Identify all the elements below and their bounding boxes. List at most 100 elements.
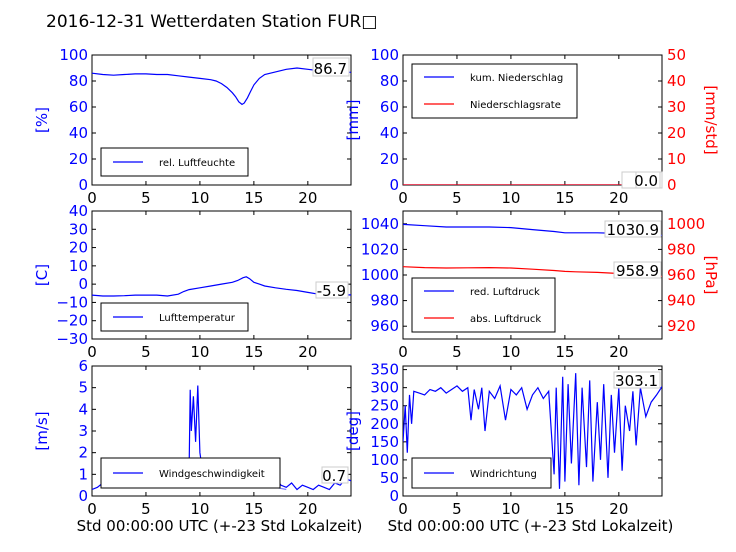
x-tick-label: 15: [555, 500, 574, 518]
y-tick-label: 980: [370, 292, 399, 310]
y-tick-label: 0: [78, 176, 88, 194]
y-tick-label: 0: [78, 487, 88, 505]
y-tick-label: 1020: [361, 240, 399, 258]
x-tick-label: 10: [190, 500, 209, 518]
x-tick-label: 15: [244, 343, 263, 361]
y-tick-label: 100: [59, 46, 88, 64]
current-value-label: 958.9: [616, 262, 659, 280]
y-axis-label: [m/s]: [33, 411, 51, 450]
y-tick-label: 80: [69, 72, 88, 90]
precip-panel: 0 5 10 15 20 0 20 40 60 80 100 0 10 20 30 40 50 [mm] [mm/s…: [344, 46, 720, 207]
current-value-label: 0.7: [322, 467, 346, 485]
current-value-box: [604, 220, 662, 238]
y-tick-label: 60: [69, 98, 88, 116]
x-tick-label: 10: [190, 343, 209, 361]
y-tick-label: 0: [389, 487, 399, 505]
wind_direction-series-line: [403, 373, 662, 489]
x-tick-label: 10: [190, 189, 209, 207]
humidity-series-line: [92, 67, 351, 106]
temperature-series-line: [92, 276, 351, 297]
y-right-tick-label: 960: [667, 266, 696, 284]
legend-label: Windgeschwindigkeit: [159, 469, 265, 480]
y-tick-label: 30: [69, 220, 88, 238]
y-axis-label: [%]: [33, 107, 51, 133]
y-axis-label: [deg]: [344, 411, 362, 451]
y-tick-label: −20: [56, 312, 88, 330]
y-right-tick-label: 0: [667, 176, 677, 194]
x-tick-label: 0: [87, 500, 97, 518]
legend-label: Lufttemperatur: [159, 313, 236, 324]
x-axis-label: Std 00:00:00 UTC (+-23 Std Lokalzeit): [77, 517, 363, 535]
x-tick-label: 20: [298, 189, 317, 207]
temperature-panel: 0 5 10 15 20−30−20−10010203040[C]-5.9Lufttem…: [33, 202, 352, 361]
current-value-box: [312, 57, 350, 77]
y-tick-label: 80: [380, 72, 399, 90]
figure-title: 2016-12-31 Wetterdaten Station FUR□: [46, 12, 377, 32]
y-right-tick-label: 10: [667, 150, 686, 168]
y-tick-label: 6: [78, 357, 88, 375]
x-tick-label: 5: [141, 343, 151, 361]
pressure-legend: [411, 277, 556, 333]
y-tick-label: 100: [370, 46, 399, 64]
y-tick-label: 60: [380, 98, 399, 116]
x-tick-label: 5: [141, 500, 151, 518]
x-tick-label: 0: [398, 500, 408, 518]
legend-label: abs. Luftdruck: [470, 314, 541, 325]
precip-legend: [411, 63, 578, 119]
x-tick-label: 5: [452, 500, 462, 518]
x-tick-label: 20: [298, 343, 317, 361]
current-value-box: [315, 281, 349, 299]
y-tick-label: 20: [69, 239, 88, 257]
wind_speed-panel: 0 5 10 15 20 0 1 2 3 4 5 6 [m/s] Std 00:00:00 UTC (+-…: [33, 357, 362, 535]
current-value-box: [321, 466, 349, 484]
y-axis-label: [mm]: [344, 100, 362, 141]
y-tick-label: 5: [78, 379, 88, 397]
y-tick-label: −10: [56, 293, 88, 311]
current-value-label: 86.7: [314, 60, 347, 78]
y-tick-label: 960: [370, 317, 399, 335]
y-right-tick-label: 50: [667, 46, 686, 64]
y-tick-label: 1: [78, 465, 88, 483]
legend-label: Niederschlagsrate: [470, 100, 561, 111]
y-right-tick-label: 40: [667, 72, 686, 90]
y-right-axis-label: [mm/std]: [702, 85, 720, 154]
y-right-tick-label: 980: [667, 240, 696, 258]
x-tick-label: 0: [87, 189, 97, 207]
y-right-tick-label: 920: [667, 317, 696, 335]
current-value-label: -5.9: [317, 282, 346, 300]
y-tick-label: 4: [78, 400, 88, 418]
y-right-tick-label: 1000: [667, 215, 705, 233]
x-tick-label: 10: [501, 343, 520, 361]
x-tick-label: 10: [501, 189, 520, 207]
current-value-label: 0.0: [634, 172, 658, 190]
y-tick-label: 2: [78, 444, 88, 462]
x-tick-label: 15: [555, 189, 574, 207]
y-right-tick-label: 30: [667, 98, 686, 116]
y-tick-label: 10: [69, 257, 88, 275]
y-tick-label: 1000: [361, 266, 399, 284]
y-tick-label: 0: [389, 176, 399, 194]
x-axis-label: Std 00:00:00 UTC (+-23 Std Lokalzeit): [388, 517, 674, 535]
y-tick-label: 40: [380, 124, 399, 142]
x-tick-label: 0: [398, 343, 408, 361]
y-tick-label: 20: [69, 150, 88, 168]
y-tick-label: 50: [380, 469, 399, 487]
y-tick-label: 1040: [361, 215, 399, 233]
legend-label: Windrichtung: [470, 469, 537, 480]
x-tick-label: 15: [555, 343, 574, 361]
y-right-axis-label: [hPa]: [702, 256, 720, 295]
y-tick-label: 100: [370, 451, 399, 469]
y-tick-label: 3: [78, 422, 88, 440]
y-tick-label: 250: [370, 397, 399, 415]
x-tick-label: 5: [452, 343, 462, 361]
x-tick-label: 20: [609, 500, 628, 518]
legend-label: kum. Niederschlag: [470, 73, 563, 84]
pressure-panel: 0 5 10 15 20 960 980 1000 1020 1040 920 940 960 980 10…: [361, 210, 720, 361]
y-tick-label: 350: [370, 361, 399, 379]
y-axis-label: [C]: [33, 264, 51, 286]
legend-label: rel. Luftfeuchte: [159, 158, 235, 169]
y-tick-label: 200: [370, 415, 399, 433]
x-tick-label: 0: [398, 189, 408, 207]
